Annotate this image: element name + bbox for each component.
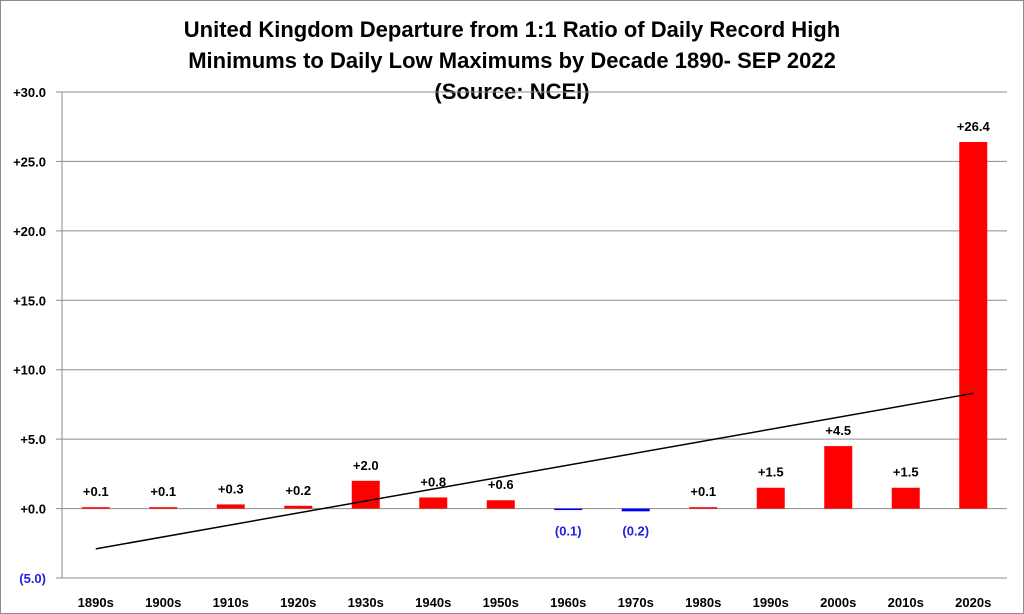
x-tick-label: 1910s (213, 595, 249, 610)
bar (689, 507, 718, 509)
y-tick-label: +20.0 (13, 224, 46, 239)
x-tick-label: 1930s (348, 595, 384, 610)
data-label: +26.4 (957, 119, 991, 134)
bar (621, 508, 650, 512)
x-tick-label: 1920s (280, 595, 316, 610)
x-tick-label: 1900s (145, 595, 181, 610)
data-label: +1.5 (758, 465, 784, 480)
x-tick-label: 1990s (753, 595, 789, 610)
x-tick-label: 1980s (685, 595, 721, 610)
y-tick-label: +5.0 (20, 432, 46, 447)
data-label: (0.1) (555, 524, 582, 539)
data-label: +1.5 (893, 465, 919, 480)
x-tick-label: 1890s (78, 595, 114, 610)
data-label: +0.3 (218, 481, 244, 496)
x-tick-label: 2010s (888, 595, 924, 610)
bar (486, 500, 515, 509)
bar (81, 507, 110, 509)
data-label: +4.5 (825, 423, 851, 438)
data-label: +0.2 (285, 483, 311, 498)
data-label: +0.8 (420, 474, 446, 489)
bar (891, 487, 920, 509)
bar (824, 446, 853, 509)
y-tick-label: +0.0 (20, 502, 46, 517)
y-tick-label: +25.0 (13, 154, 46, 169)
x-tick-label: 1970s (618, 595, 654, 610)
data-label: +0.1 (83, 484, 109, 499)
y-tick-label: (5.0) (19, 571, 46, 586)
data-label: +2.0 (353, 458, 379, 473)
x-tick-label: 1940s (415, 595, 451, 610)
data-label: +0.1 (150, 484, 176, 499)
bar (149, 507, 178, 509)
x-tick-label: 2020s (955, 595, 991, 610)
chart-title-line-2: Minimums to Daily Low Maximums by Decade… (188, 48, 836, 73)
x-tick-label: 1950s (483, 595, 519, 610)
y-tick-label: +30.0 (13, 85, 46, 100)
data-label: +0.1 (690, 484, 716, 499)
bar (419, 497, 448, 509)
x-tick-label: 2000s (820, 595, 856, 610)
data-label: (0.2) (622, 524, 649, 539)
x-tick-label: 1960s (550, 595, 586, 610)
chart-title: United Kingdom Departure from 1:1 Ratio … (0, 14, 1024, 107)
bar (959, 141, 988, 509)
chart-title-line-1: United Kingdom Departure from 1:1 Ratio … (183, 17, 841, 42)
bar (351, 480, 380, 509)
y-tick-label: +15.0 (13, 293, 46, 308)
bar (554, 508, 583, 511)
y-tick-label: +10.0 (13, 363, 46, 378)
trendline (95, 392, 974, 550)
bar (284, 505, 313, 509)
bar (756, 487, 785, 509)
data-label: +0.6 (488, 477, 514, 492)
bar (216, 504, 245, 509)
